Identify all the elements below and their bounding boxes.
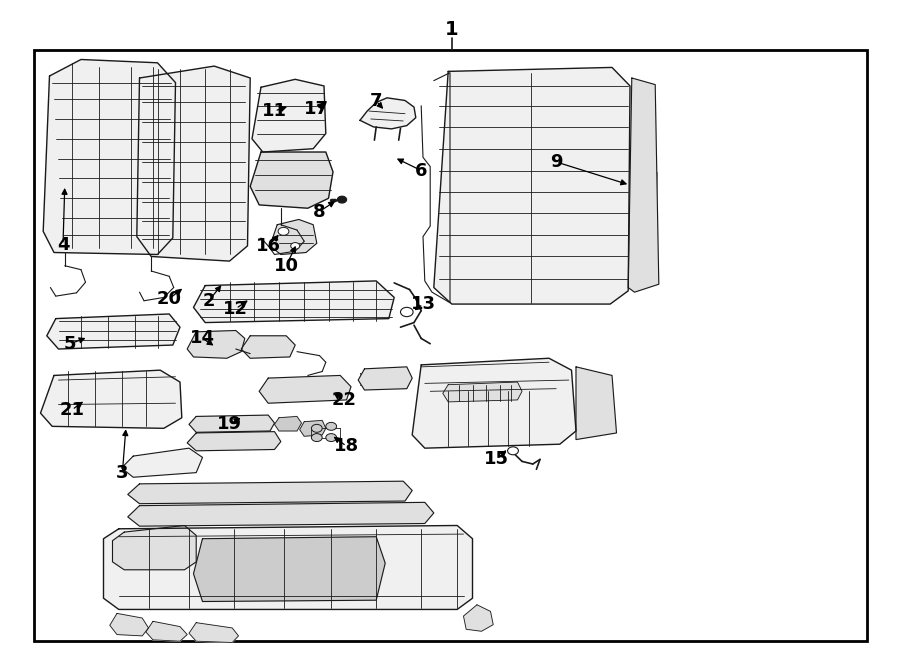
Text: 9: 9 — [550, 153, 562, 171]
Polygon shape — [122, 448, 202, 477]
Text: 19: 19 — [217, 415, 242, 434]
Text: 12: 12 — [223, 299, 248, 318]
Polygon shape — [274, 416, 302, 431]
Polygon shape — [443, 382, 522, 402]
Bar — [637, 172, 657, 200]
Polygon shape — [194, 537, 385, 602]
Polygon shape — [110, 613, 148, 636]
Text: 3: 3 — [116, 463, 129, 482]
Polygon shape — [252, 79, 326, 152]
Polygon shape — [300, 420, 326, 436]
Text: 13: 13 — [410, 295, 436, 313]
Text: 20: 20 — [157, 290, 182, 308]
Polygon shape — [259, 375, 351, 403]
Polygon shape — [104, 525, 472, 609]
Polygon shape — [187, 432, 281, 451]
Polygon shape — [241, 336, 295, 358]
Circle shape — [291, 243, 300, 249]
Polygon shape — [464, 605, 493, 631]
Polygon shape — [250, 152, 333, 208]
Polygon shape — [112, 525, 196, 570]
Polygon shape — [128, 481, 412, 504]
Text: 15: 15 — [484, 450, 509, 469]
Text: 8: 8 — [313, 202, 326, 221]
Circle shape — [311, 424, 322, 432]
Polygon shape — [576, 367, 616, 440]
Circle shape — [278, 227, 289, 235]
Polygon shape — [128, 502, 434, 526]
Circle shape — [400, 307, 413, 317]
Circle shape — [338, 196, 346, 203]
Polygon shape — [40, 370, 182, 428]
Text: 6: 6 — [415, 161, 428, 180]
Polygon shape — [412, 358, 576, 448]
Polygon shape — [358, 367, 412, 390]
Text: 18: 18 — [334, 437, 359, 455]
Polygon shape — [360, 98, 416, 129]
Polygon shape — [628, 78, 659, 292]
Text: 21: 21 — [59, 401, 85, 419]
Circle shape — [311, 434, 322, 442]
Bar — [360, 373, 380, 385]
Polygon shape — [434, 67, 630, 304]
Text: 14: 14 — [190, 329, 215, 348]
Circle shape — [326, 434, 337, 442]
Polygon shape — [43, 59, 176, 254]
Polygon shape — [187, 330, 245, 358]
Polygon shape — [137, 66, 250, 261]
Text: 11: 11 — [262, 102, 287, 120]
Circle shape — [508, 447, 518, 455]
Text: 2: 2 — [202, 292, 215, 310]
Text: 5: 5 — [64, 334, 76, 353]
Bar — [34, 50, 867, 641]
Text: 17: 17 — [304, 100, 329, 118]
Text: 4: 4 — [57, 235, 69, 254]
Text: 10: 10 — [274, 256, 299, 275]
Polygon shape — [189, 623, 239, 642]
Polygon shape — [189, 415, 274, 432]
Text: 7: 7 — [370, 92, 382, 110]
Text: 1: 1 — [445, 20, 459, 39]
Circle shape — [326, 422, 337, 430]
Polygon shape — [194, 281, 394, 323]
Text: 22: 22 — [331, 391, 356, 409]
Text: 16: 16 — [256, 237, 281, 255]
Polygon shape — [270, 219, 317, 254]
Polygon shape — [146, 621, 187, 641]
Polygon shape — [47, 314, 180, 349]
